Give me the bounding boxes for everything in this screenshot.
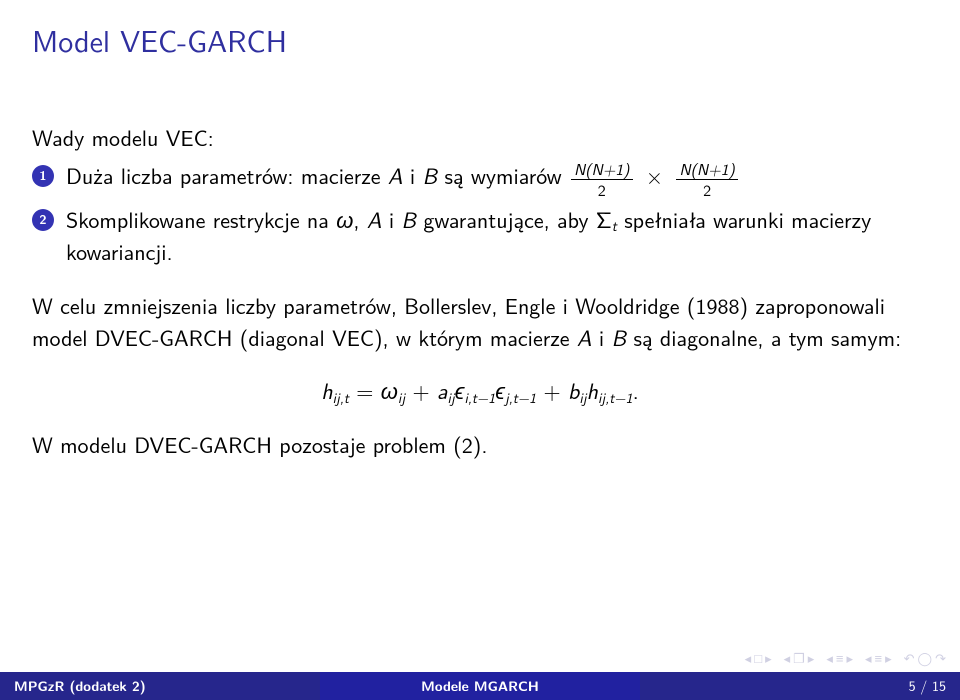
eq-h-sub: ij,t: [333, 387, 349, 408]
nav-sect-icon[interactable]: ≡: [836, 649, 844, 668]
i1-post: są wymiarów: [437, 159, 569, 191]
beamer-nav-symbols[interactable]: ◂□▸ ◂❐▸ ◂≡▸ ◂≡▸ ↶◯↷: [745, 649, 946, 668]
nav-subs-icon[interactable]: ≡: [875, 649, 883, 668]
eq-e1: ϵ: [455, 374, 465, 406]
p1-and: i: [592, 321, 612, 353]
i2-tsub: t: [612, 215, 617, 236]
eq-h2: h: [587, 374, 598, 406]
eq-om-sub: ij: [398, 387, 405, 408]
i1-pre: Duża liczba parametrów: macierze: [66, 159, 388, 191]
nav-doc[interactable]: ↶◯↷: [904, 649, 946, 668]
eq-h2-sub: ij,t: [598, 387, 614, 408]
enum-text-2: Skomplikowane restrykcje na ω, A i B gwa…: [66, 204, 928, 268]
eq-om: ω: [381, 374, 398, 406]
nav-next2-icon[interactable]: ▸: [808, 649, 815, 668]
nav-fwd-icon[interactable]: ↷: [935, 649, 946, 668]
eq-dot: .: [633, 374, 639, 406]
bullet-2: 2: [32, 209, 54, 231]
nav-prev2-icon[interactable]: ◂: [784, 649, 791, 668]
nav-prev3-icon[interactable]: ◂: [826, 649, 833, 668]
i1-B: B: [423, 159, 438, 191]
eq-p1: +: [405, 374, 437, 406]
enum-item-1: 1 Duża liczba parametrów: macierze A i B…: [32, 160, 928, 198]
eq-a: a: [437, 374, 448, 406]
nav-slide[interactable]: ◂□▸: [745, 649, 772, 668]
i2-and: i: [382, 203, 402, 235]
nav-frame[interactable]: ◂❐▸: [784, 649, 815, 668]
nav-next4-icon[interactable]: ▸: [885, 649, 892, 668]
p1-B: B: [612, 321, 627, 353]
eq-a-sub: ij: [448, 387, 455, 408]
p1-A: A: [577, 321, 592, 353]
nav-search-icon[interactable]: ◯: [918, 649, 933, 668]
nav-next-icon[interactable]: ▸: [765, 649, 772, 668]
paragraph-1: W celu zmniejszenia liczby parametrów, B…: [32, 290, 928, 354]
i1-times: ×: [646, 159, 663, 191]
enum-item-2: 2 Skomplikowane restrykcje na ω, A i B g…: [32, 204, 928, 268]
eq-h2-sub2: −1: [614, 387, 632, 408]
nav-section[interactable]: ◂≡▸: [826, 649, 853, 668]
display-equation: hij,t = ωij + aijϵi,t−1ϵj,t−1 + bijhij,t…: [32, 375, 928, 407]
i2-pre: Skomplikowane restrykcje na: [66, 203, 336, 235]
footer-mid: Modele MGARCH: [320, 672, 640, 700]
i1-frac2: N(N+1)2: [676, 161, 738, 198]
enum-text-1: Duża liczba parametrów: macierze A i B s…: [66, 160, 928, 198]
i2-B: B: [401, 203, 416, 235]
nav-back-icon[interactable]: ↶: [904, 649, 915, 668]
nav-prev4-icon[interactable]: ◂: [865, 649, 872, 668]
lead-text: Wady modelu VEC:: [32, 122, 928, 154]
eq-e2: ϵ: [495, 374, 505, 406]
eq-e2-sub: j,t−1: [505, 387, 536, 408]
eq-p2: +: [536, 374, 568, 406]
paragraph-2: W modelu DVEC-GARCH pozostaje problem (2…: [32, 429, 928, 461]
nav-prev-icon[interactable]: ◂: [745, 649, 752, 668]
eq-b: b: [568, 374, 579, 406]
i1-and: i: [403, 159, 423, 191]
nav-slide-icon[interactable]: □: [754, 649, 762, 668]
i1-A: A: [388, 159, 403, 191]
footer-right: 5 / 15: [640, 672, 960, 700]
eq-b-sub: ij: [579, 387, 586, 408]
i2-omega: ω: [336, 203, 353, 235]
p1-b: są diagonalne, a tym samym:: [626, 321, 901, 353]
nav-next3-icon[interactable]: ▸: [846, 649, 853, 668]
nav-frame-icon[interactable]: ❐: [793, 649, 805, 668]
i2-A: A: [367, 203, 382, 235]
i2-mid2: gwarantujące, aby Σ: [416, 203, 612, 235]
slide-body: Wady modelu VEC: 1 Duża liczba parametró…: [32, 122, 928, 461]
eq-h: h: [321, 374, 332, 406]
slide-title: Model VEC-GARCH: [32, 18, 287, 62]
i1-frac1: N(N+1)2: [571, 161, 633, 198]
nav-subsection[interactable]: ◂≡▸: [865, 649, 892, 668]
i2-mid1: ,: [353, 203, 366, 235]
eq-e1-sub: i,t−1: [464, 387, 495, 408]
footer: MPGzR (dodatek 2) Modele MGARCH 5 / 15: [0, 672, 960, 700]
bullet-1: 1: [32, 165, 54, 187]
footer-left: MPGzR (dodatek 2): [0, 672, 320, 700]
i1-frac2-den: 2: [676, 180, 738, 198]
i1-frac1-den: 2: [571, 180, 633, 198]
eq-eq: =: [349, 374, 381, 406]
